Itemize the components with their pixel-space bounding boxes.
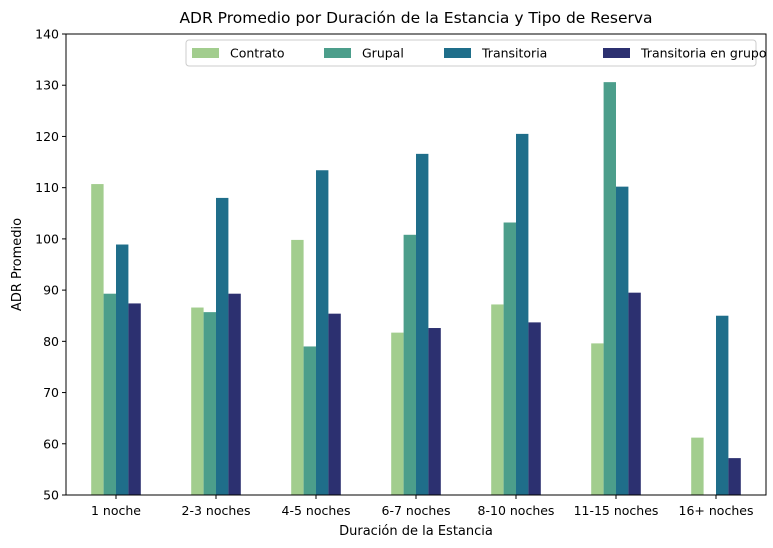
bar-transitoria-6 bbox=[616, 186, 629, 495]
bar-contrato-6 bbox=[591, 343, 604, 495]
bar-grupal-3 bbox=[303, 346, 316, 495]
x-tick-label: 8-10 noches bbox=[478, 503, 555, 518]
bars-group bbox=[91, 82, 741, 496]
bar-transitoria-5 bbox=[516, 133, 529, 495]
x-axis-title: Duración de la Estancia bbox=[339, 524, 493, 539]
bar-transitoria-en-grupo-2 bbox=[228, 293, 241, 495]
y-tick-label: 100 bbox=[35, 231, 59, 246]
bar-grupal-6 bbox=[603, 82, 616, 496]
bar-contrato-7 bbox=[691, 437, 704, 495]
bar-transitoria-en-grupo-6 bbox=[628, 292, 641, 495]
bar-transitoria-en-grupo-5 bbox=[528, 322, 541, 495]
legend-label: Contrato bbox=[230, 46, 285, 61]
y-tick-label: 130 bbox=[35, 78, 59, 93]
bar-grupal-4 bbox=[403, 234, 416, 496]
y-tick-label: 70 bbox=[43, 385, 59, 400]
legend-swatch-transitoria-en-grupo bbox=[603, 48, 630, 58]
bar-grupal-2 bbox=[203, 312, 216, 495]
legend-swatch-contrato bbox=[192, 48, 219, 58]
legend: Contrato Grupal Transitoria Transitoria en … bbox=[185, 39, 766, 67]
x-tick-label: 2-3 noches bbox=[182, 503, 251, 518]
bar-grupal-1 bbox=[103, 293, 116, 495]
axes-group: 50 60 70 80 90 100 110 120 130 140 1 noche 2-3 noch… bbox=[35, 27, 767, 518]
y-tick-label: 80 bbox=[43, 334, 59, 349]
bar-transitoria-4 bbox=[416, 153, 429, 496]
y-tick-label: 90 bbox=[43, 283, 59, 298]
bar-contrato-1 bbox=[91, 184, 104, 495]
y-tick-label: 50 bbox=[43, 488, 59, 503]
bar-transitoria-1 bbox=[116, 244, 129, 495]
legend-swatch-grupal bbox=[324, 48, 351, 58]
legend-label: Grupal bbox=[362, 46, 404, 61]
chart-title: ADR Promedio por Duración de la Estancia… bbox=[179, 9, 652, 27]
bar-transitoria-en-grupo-4 bbox=[428, 328, 441, 495]
bar-contrato-3 bbox=[291, 239, 304, 495]
bar-transitoria-3 bbox=[316, 170, 329, 495]
legend-swatch-transitoria bbox=[444, 48, 471, 58]
y-axis-title: ADR Promedio bbox=[10, 218, 25, 311]
bar-transitoria-en-grupo-3 bbox=[328, 313, 341, 495]
legend-label: Transitoria en grupo bbox=[640, 46, 766, 61]
y-tick-label: 120 bbox=[35, 129, 59, 144]
y-tick-label: 60 bbox=[43, 436, 59, 451]
x-tick-label: 16+ noches bbox=[679, 503, 754, 518]
bar-transitoria-en-grupo-7 bbox=[728, 458, 741, 495]
legend-label: Transitoria bbox=[481, 46, 547, 61]
bar-transitoria-7 bbox=[716, 315, 729, 495]
x-tick-label: 4-5 noches bbox=[282, 503, 351, 518]
x-tick-label: 1 noche bbox=[91, 503, 141, 518]
y-tick-label: 140 bbox=[35, 27, 59, 42]
bar-contrato-5 bbox=[491, 304, 504, 495]
x-tick-label: 11-15 noches bbox=[574, 503, 659, 518]
x-tick-label: 6-7 noches bbox=[382, 503, 451, 518]
bar-contrato-2 bbox=[191, 307, 204, 495]
bar-contrato-4 bbox=[391, 332, 404, 495]
bar-transitoria-en-grupo-1 bbox=[128, 303, 141, 495]
y-tick-label: 110 bbox=[35, 180, 59, 195]
bar-transitoria-2 bbox=[216, 197, 229, 495]
bar-grupal-5 bbox=[503, 222, 516, 495]
